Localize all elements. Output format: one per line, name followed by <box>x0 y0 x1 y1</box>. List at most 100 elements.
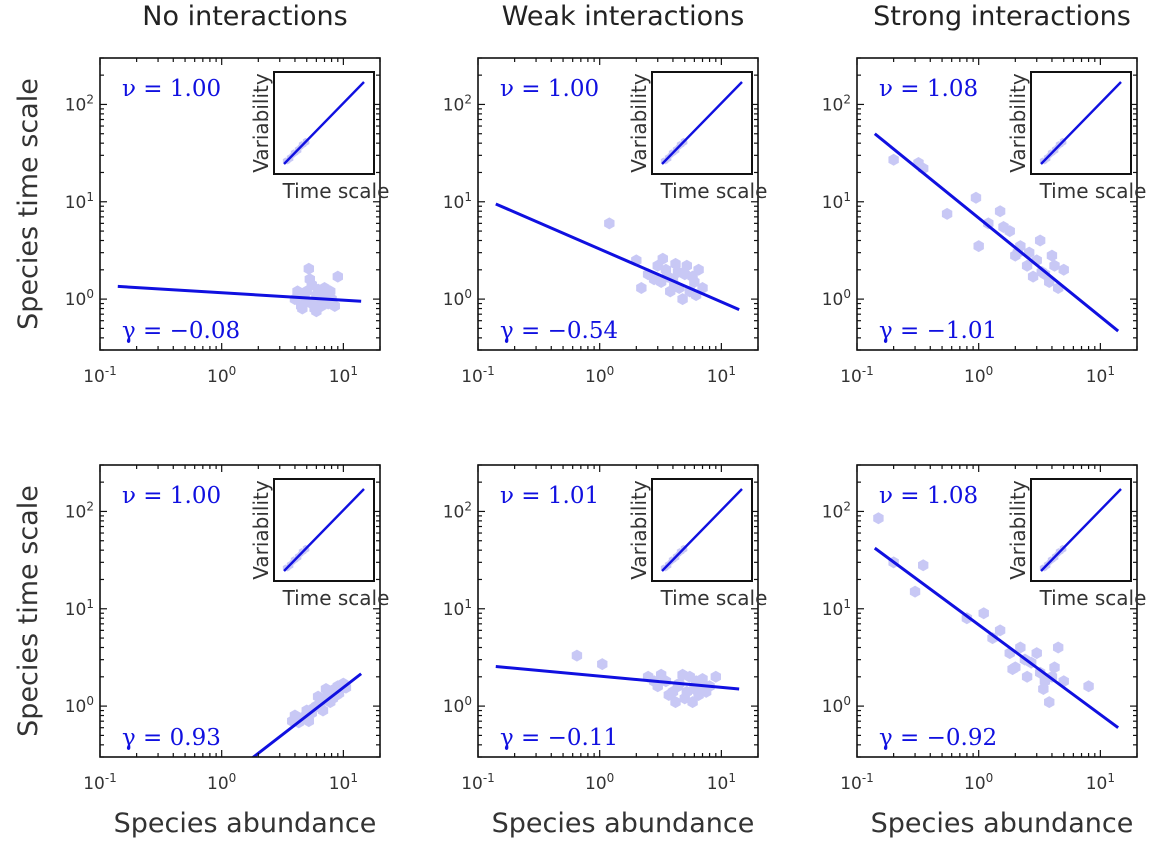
data-point <box>973 240 984 253</box>
gamma-label: γ = −0.92 <box>879 725 997 751</box>
data-point <box>681 259 693 272</box>
nu-label: ν = 1.08 <box>879 483 978 509</box>
inset: Time scale Variability <box>249 71 390 203</box>
fit-line <box>873 132 1120 333</box>
y-tick-label: 102 <box>65 499 94 522</box>
data-point <box>655 668 667 681</box>
inset: Time scale Variability <box>627 478 768 610</box>
y-tick-label: 101 <box>822 597 851 620</box>
inset-y-label: Variability <box>249 480 273 580</box>
y-tick-label: 100 <box>822 694 851 717</box>
data-point <box>1015 641 1026 654</box>
data-point <box>1034 234 1046 247</box>
data-point <box>292 285 303 298</box>
plot-area <box>495 649 740 709</box>
y-tick-label: 101 <box>443 190 472 213</box>
data-point <box>1027 270 1039 283</box>
y-tick-label: 101 <box>822 190 851 213</box>
panel-r0-c0: 10-1 100 101 100 101 102 ν = 1.00 γ = −0.08 Time… <box>65 57 390 387</box>
x-tick-label: 10-1 <box>461 364 495 387</box>
data-point <box>687 696 698 709</box>
x-tick-label: 101 <box>329 771 358 794</box>
y-tick-label: 101 <box>65 597 94 620</box>
x-tick-label: 100 <box>207 771 236 794</box>
y-tick-label: 100 <box>822 287 851 310</box>
data-point <box>636 282 647 295</box>
panel-r1-c0: 10-1 100 101 100 101 102 ν = 1.00 γ = 0.93 Time … <box>65 464 389 794</box>
fit-line <box>251 672 363 757</box>
inset-line <box>1040 81 1122 165</box>
data-point <box>909 585 921 598</box>
inset: Time scale Variability <box>1006 478 1147 610</box>
x-tick-label: 100 <box>207 364 236 387</box>
data-point <box>681 685 693 698</box>
inset: Time scale Variability <box>249 478 389 610</box>
data-point <box>297 302 308 315</box>
data-point <box>317 704 329 717</box>
data-point <box>687 270 698 283</box>
data-point <box>918 559 929 572</box>
data-point <box>571 649 583 662</box>
data-point <box>994 624 1006 637</box>
x-tick-label: 10-1 <box>840 364 874 387</box>
nu-label: ν = 1.00 <box>500 76 599 102</box>
data-point <box>1046 249 1058 262</box>
nu-label: ν = 1.00 <box>122 76 221 102</box>
data-point <box>1049 661 1060 674</box>
panel-frame <box>99 57 381 351</box>
inset-line <box>661 81 743 165</box>
y-tick-label: 100 <box>443 287 472 310</box>
panel-r0-c2: 10-1 100 101 100 101 102 ν = 1.08 γ = −1.01 Time… <box>822 57 1147 387</box>
data-point <box>994 205 1006 218</box>
inset-x-label: Time scale <box>1039 179 1147 203</box>
data-point <box>1031 647 1042 660</box>
x-tick-label: 10-1 <box>83 771 117 794</box>
x-tick-label: 10-1 <box>83 364 117 387</box>
data-point <box>597 658 608 671</box>
data-point <box>1058 263 1069 276</box>
data-point <box>670 696 681 709</box>
x-tick-label: 100 <box>585 771 614 794</box>
fit-line <box>873 546 1120 729</box>
nu-label: ν = 1.08 <box>879 76 978 102</box>
data-point <box>663 689 675 702</box>
inset: Time scale Variability <box>627 71 768 203</box>
inset-x-label: Time scale <box>282 179 390 203</box>
panel-grid: 10-1 100 101 100 101 102 ν = 1.00 γ = −0.08 Time… <box>65 57 1147 794</box>
data-point <box>657 252 668 265</box>
plot-area <box>117 262 362 318</box>
inset-y-label: Variability <box>627 73 651 173</box>
inset-y-label: Variability <box>627 480 651 580</box>
data-point <box>677 293 688 306</box>
y-tick-label: 102 <box>443 499 472 522</box>
x-tick-label: 101 <box>707 364 736 387</box>
y-tick-label: 101 <box>443 597 472 620</box>
data-point <box>329 299 340 312</box>
inset-line <box>1040 488 1122 572</box>
data-point <box>1021 259 1033 272</box>
data-point <box>1036 265 1047 278</box>
data-point <box>604 217 615 230</box>
panel-frame <box>856 464 1138 758</box>
inset-x-label: Time scale <box>660 586 768 610</box>
plot-area <box>873 132 1120 333</box>
data-point <box>710 670 721 683</box>
data-point <box>332 270 343 283</box>
inset-x-label: Time scale <box>660 179 768 203</box>
x-tick-label: 100 <box>585 364 614 387</box>
inset-y-label: Variability <box>1006 480 1030 580</box>
x-axis-label-col-1: Species abundance <box>492 808 755 839</box>
x-tick-label: 101 <box>1086 771 1115 794</box>
x-tick-label: 10-1 <box>461 771 495 794</box>
inset-x-label: Time scale <box>1039 586 1147 610</box>
inset: Time scale Variability <box>1006 71 1147 203</box>
gamma-label: γ = 0.93 <box>122 725 221 751</box>
x-tick-label: 100 <box>964 364 993 387</box>
x-tick-label: 101 <box>707 771 736 794</box>
x-tick-label: 100 <box>964 771 993 794</box>
panel-frame <box>477 464 759 758</box>
panel-r0-c1: 10-1 100 101 100 101 102 ν = 1.00 γ = −0.54 Time… <box>443 57 768 387</box>
panel-frame <box>477 57 759 351</box>
data-point <box>1083 680 1094 693</box>
